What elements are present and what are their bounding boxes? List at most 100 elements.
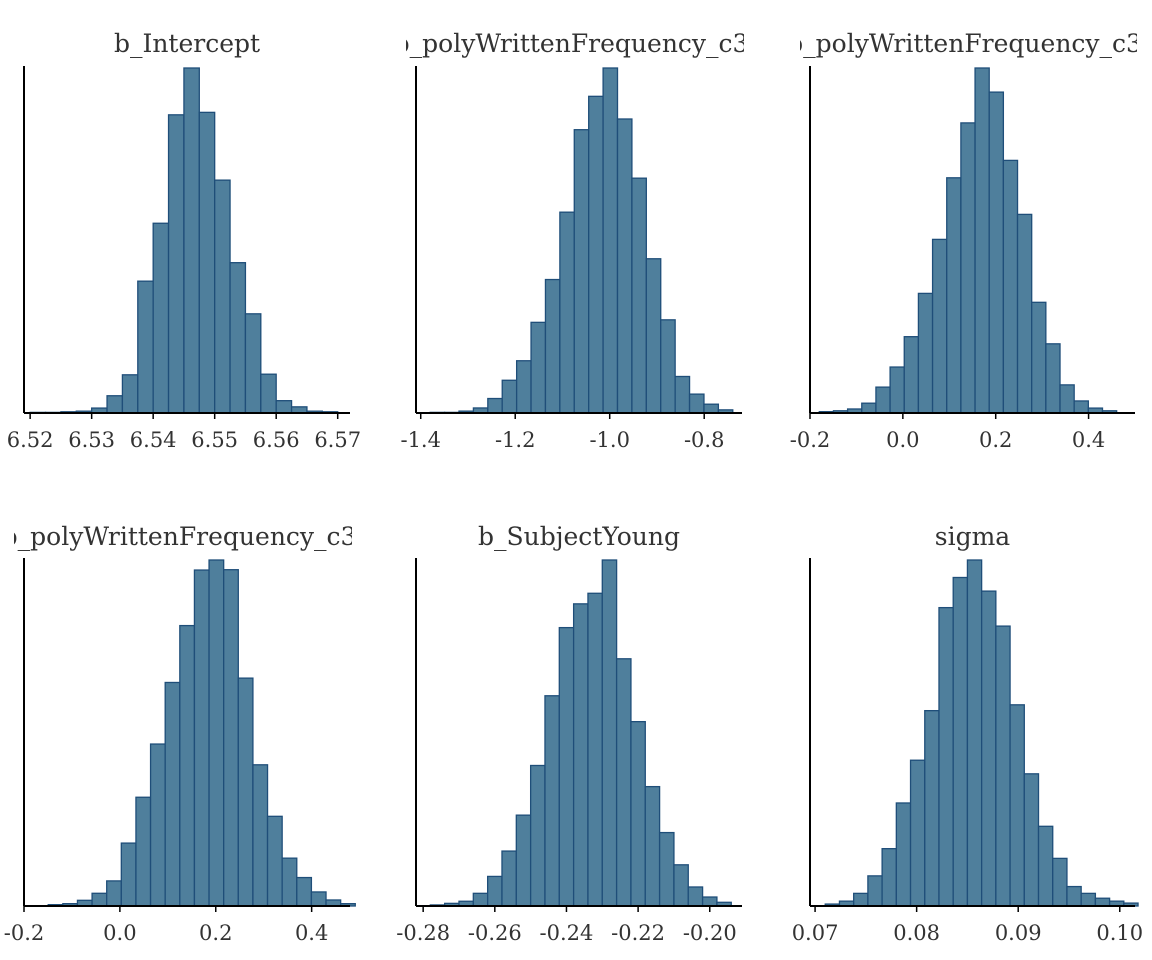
histogram-bar <box>1037 825 1054 907</box>
x-tick-label: -0.20 <box>683 921 737 945</box>
histogram-bar <box>137 280 154 414</box>
x-tick-label: -0.2 <box>790 428 831 452</box>
histogram-bar <box>501 850 517 907</box>
histogram-bar <box>966 559 983 907</box>
histogram-bar <box>924 709 940 907</box>
histogram-bar <box>853 892 869 907</box>
x-tick-label: 0.07 <box>792 921 839 945</box>
histogram-bar <box>183 67 200 414</box>
histogram-bar <box>223 569 239 907</box>
histogram-bar <box>149 743 166 907</box>
histogram-bar <box>588 95 604 414</box>
x-tick-label: 6.55 <box>191 428 238 452</box>
histogram-bar <box>214 179 231 414</box>
panel-title: sigma <box>935 522 1011 551</box>
x-tick-label: 6.53 <box>68 428 115 452</box>
histogram-bar <box>121 374 139 414</box>
histogram-bar <box>903 336 920 414</box>
x-tick-label: 6.52 <box>7 428 54 452</box>
histogram-bar <box>208 559 225 907</box>
x-tick-label: 0.0 <box>886 428 919 452</box>
histogram-bar <box>164 681 181 907</box>
histogram-bar <box>1073 400 1089 414</box>
x-tick-label: -0.8 <box>684 428 725 452</box>
histogram-panel: sigma 0.07 0.08 0.09 0.10 <box>792 522 1143 945</box>
histogram-bar <box>1031 301 1047 414</box>
histogram-bar <box>573 129 590 414</box>
histogram-bar <box>237 677 254 907</box>
x-tick-label: 0.08 <box>893 921 940 945</box>
histogram-bar <box>881 848 897 907</box>
histogram-bar <box>602 67 619 414</box>
histogram-bar <box>310 891 327 907</box>
histogram-bar <box>91 892 108 907</box>
histogram-bar <box>135 796 152 907</box>
histogram-bars <box>818 67 1118 414</box>
histogram-bar <box>244 313 262 414</box>
histogram-bar <box>544 278 561 414</box>
panel-title: b_Intercept <box>114 29 260 58</box>
histogram-bars <box>429 559 732 907</box>
histogram-bar <box>601 559 618 907</box>
panel-title: b_SubjectYoung <box>478 522 680 551</box>
histogram-bar <box>615 658 632 907</box>
histogram-bar <box>1009 704 1025 907</box>
histogram-bar <box>931 238 948 414</box>
histogram-bar <box>616 118 633 414</box>
histogram-bar <box>229 262 247 414</box>
histogram-bar <box>658 831 675 907</box>
histogram-bar <box>645 258 662 414</box>
histogram-bar <box>486 875 503 907</box>
x-tick-label: 0.4 <box>1072 428 1105 452</box>
histogram-bar <box>889 366 905 414</box>
x-tick-label: 6.54 <box>130 428 177 452</box>
histogram-bar <box>630 720 646 907</box>
histogram-bar <box>701 896 718 907</box>
histogram-bar <box>703 403 720 414</box>
histogram-bar <box>515 814 532 907</box>
histogram-bar <box>1052 857 1068 907</box>
histogram-bar <box>106 395 124 414</box>
histogram-bar <box>909 759 926 907</box>
histogram-bar <box>660 319 676 414</box>
histogram-bar <box>152 222 170 414</box>
histogram-bar <box>167 114 185 414</box>
histogram-bar <box>980 590 997 907</box>
histogram-bar <box>260 373 277 414</box>
histogram-bar <box>1066 885 1082 907</box>
histogram-bar <box>687 886 704 907</box>
histogram-bar <box>1059 384 1075 414</box>
histogram-bars <box>429 67 734 414</box>
histogram-bar <box>673 864 689 907</box>
histogram-bar <box>472 892 489 907</box>
histogram-bar <box>988 91 1005 414</box>
histogram-bar <box>917 292 934 414</box>
histogram-bar <box>674 375 691 414</box>
histogram-bar <box>644 785 661 907</box>
histogram-bar <box>559 211 575 414</box>
histogram-bars <box>29 67 339 414</box>
x-tick-label: 0.2 <box>979 428 1012 452</box>
histogram-bar <box>572 603 589 907</box>
histogram-panel: b_polyWrittenFrequency_c32 -0.2 0.0 0.2 0.4 <box>787 29 1152 452</box>
histogram-bar <box>974 67 990 414</box>
x-tick-label: -0.2 <box>4 921 45 945</box>
panel-title: b_polyWrittenFrequency_c31 <box>394 29 765 58</box>
histogram-bar <box>501 379 518 414</box>
histogram-bar <box>252 764 269 907</box>
histogram-bar <box>946 177 962 414</box>
histogram-bar <box>1016 213 1033 414</box>
histogram-bar <box>198 111 216 414</box>
panel-title: b_polyWrittenFrequency_c32 <box>787 29 1152 58</box>
histogram-bar <box>688 393 705 414</box>
x-tick-label: 0.09 <box>995 921 1042 945</box>
histogram-bars <box>32 559 356 907</box>
histogram-panel: b_Intercept 6.52 6.53 6.54 6.55 6.56 6.57 <box>7 29 361 452</box>
histogram-bar <box>1023 773 1040 907</box>
x-tick-label: -0.24 <box>540 921 594 945</box>
histogram-bar <box>861 402 877 414</box>
histogram-bar <box>631 177 647 414</box>
histogram-bar <box>1045 343 1061 414</box>
histogram-bar <box>179 624 196 907</box>
histogram-bar <box>960 122 976 414</box>
